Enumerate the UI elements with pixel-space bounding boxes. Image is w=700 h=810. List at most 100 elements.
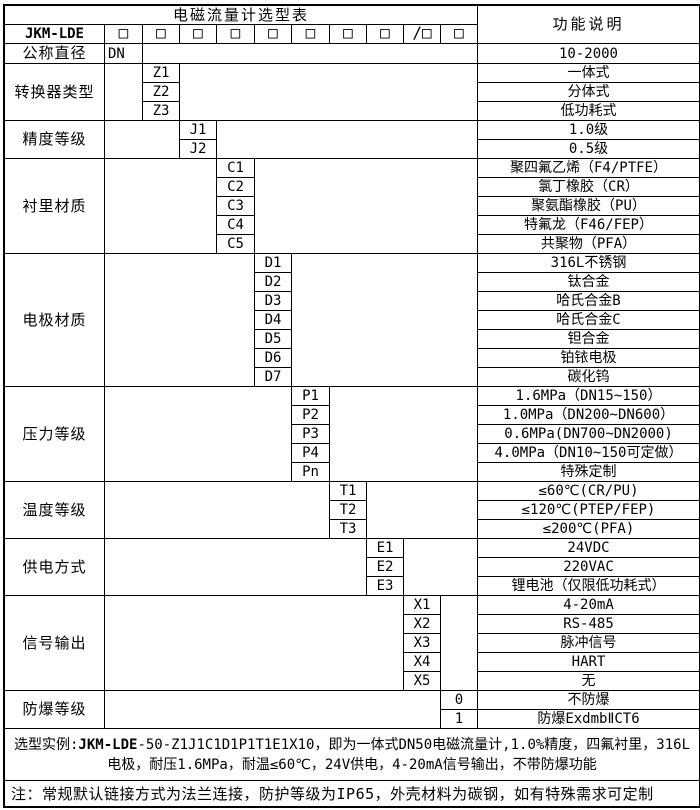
code-cell: P2 — [292, 406, 330, 425]
filler-cell — [255, 159, 478, 254]
code-cell: Z2 — [143, 83, 180, 102]
section-label: 供电方式 — [5, 539, 105, 596]
example-prefix: 选型实例: — [13, 737, 79, 753]
code-cell: 1 — [441, 710, 478, 729]
model-checkbox[interactable]: □ — [330, 25, 367, 44]
filler-cell — [217, 121, 478, 159]
selection-table: 电磁流量计选型表 功能说明 JKM-LDE □ □ □ □ □ □ □ □ /□… — [3, 4, 700, 808]
example-rest: -50-Z1J1C1D1P1T1E1X10，即为一体式DN50电磁流量计,1.0… — [107, 737, 691, 773]
function-column-header: 功能说明 — [478, 6, 699, 44]
section-label: 温度等级 — [5, 482, 105, 539]
section-label: 信号输出 — [5, 596, 105, 691]
desc-cell: 共聚物（PFA） — [478, 235, 699, 254]
filler-cell — [330, 387, 478, 482]
desc-cell: 碳化钨 — [478, 368, 699, 387]
code-cell: D2 — [255, 273, 292, 292]
model-checkbox[interactable]: □ — [217, 25, 255, 44]
desc-cell: 特氟龙（F46/FEP） — [478, 216, 699, 235]
code-cell: J2 — [180, 140, 217, 159]
filler-cell — [105, 539, 367, 596]
code-cell: X5 — [404, 672, 441, 691]
desc-cell: ≤60℃(CR/PU) — [478, 482, 699, 501]
filler-cell — [143, 44, 478, 64]
model-checkbox[interactable]: □ — [255, 25, 292, 44]
filler-cell — [105, 482, 330, 539]
code-cell: J1 — [180, 121, 217, 140]
filler-cell — [105, 387, 292, 482]
model-checkbox[interactable]: □ — [143, 25, 180, 44]
model-checkbox[interactable]: □ — [367, 25, 404, 44]
code-cell: 0 — [441, 691, 478, 710]
desc-cell: 4-20mA — [478, 596, 699, 615]
desc-cell: HART — [478, 653, 699, 672]
code-cell: D1 — [255, 254, 292, 273]
desc-cell: 聚氨酯橡胶（PU） — [478, 197, 699, 216]
desc-cell: 钛合金 — [478, 273, 699, 292]
code-cell: D6 — [255, 349, 292, 368]
model-checkbox[interactable]: □ — [292, 25, 330, 44]
section-label: 防爆等级 — [5, 691, 105, 729]
filler-cell — [105, 159, 217, 254]
code-cell: X2 — [404, 615, 441, 634]
code-cell: X1 — [404, 596, 441, 615]
desc-cell: 无 — [478, 672, 699, 691]
code-cell: T3 — [330, 520, 367, 539]
code-cell: Z3 — [143, 102, 180, 121]
filler-cell — [105, 64, 143, 121]
desc-cell: 220VAC — [478, 558, 699, 577]
code-cell: E2 — [367, 558, 404, 577]
model-checkbox[interactable]: □ — [441, 25, 478, 44]
desc-cell: 分体式 — [478, 83, 699, 102]
desc-cell: 1.6MPa（DN15~150） — [478, 387, 699, 406]
code-cell: C4 — [217, 216, 255, 235]
filler-cell — [180, 64, 478, 121]
code-cell: P1 — [292, 387, 330, 406]
code-cell: C5 — [217, 235, 255, 254]
model-prefix: JKM-LDE — [5, 25, 105, 44]
desc-cell: 脉冲信号 — [478, 634, 699, 653]
section-label: 压力等级 — [5, 387, 105, 482]
desc-cell: 铂铱电极 — [478, 349, 699, 368]
code-cell: D5 — [255, 330, 292, 349]
table-title: 电磁流量计选型表 — [5, 6, 478, 25]
section-label: 公称直径 — [5, 44, 105, 64]
section-label: 转换器类型 — [5, 64, 105, 121]
code-cell: T1 — [330, 482, 367, 501]
desc-cell: 哈氏合金C — [478, 311, 699, 330]
filler-cell — [292, 254, 478, 387]
desc-cell: ≤120℃(PTEP/FEP) — [478, 501, 699, 520]
filler-cell — [105, 596, 404, 691]
model-checkbox[interactable]: □ — [105, 25, 143, 44]
code-cell: D4 — [255, 311, 292, 330]
code-cell: X3 — [404, 634, 441, 653]
desc-cell: 10-2000 — [478, 44, 699, 64]
desc-cell: 不防爆 — [478, 691, 699, 710]
desc-cell: 防爆ExdmbⅡCT6 — [478, 710, 699, 729]
section-label: 精度等级 — [5, 121, 105, 159]
selection-example: 选型实例:JKM-LDE-50-Z1J1C1D1P1T1E1X10，即为一体式D… — [5, 729, 699, 781]
filler-cell — [441, 596, 478, 691]
desc-cell: 一体式 — [478, 64, 699, 83]
desc-cell: 24VDC — [478, 539, 699, 558]
filler-cell — [404, 539, 478, 596]
model-checkbox[interactable]: □ — [180, 25, 217, 44]
filler-cell — [367, 482, 478, 539]
code-cell: E3 — [367, 577, 404, 596]
desc-cell: 1.0级 — [478, 121, 699, 140]
desc-cell: 4.0MPa（DN10~150可定做） — [478, 444, 699, 463]
code-cell: P3 — [292, 425, 330, 444]
desc-cell: 低功耗式 — [478, 102, 699, 121]
desc-cell: 哈氏合金B — [478, 292, 699, 311]
section-label: 衬里材质 — [5, 159, 105, 254]
desc-cell: 特殊定制 — [478, 463, 699, 482]
code-cell: T2 — [330, 501, 367, 520]
desc-cell: RS-485 — [478, 615, 699, 634]
code-cell: E1 — [367, 539, 404, 558]
table-note: 注：常规默认链接方式为法兰连接，防护等级为IP65，外壳材料为碳钢，如有特殊需求… — [11, 785, 654, 803]
desc-cell: ≤200℃(PFA) — [478, 520, 699, 539]
model-checkbox-slash[interactable]: /□ — [404, 25, 441, 44]
code-cell: C3 — [217, 197, 255, 216]
code-cell: P4 — [292, 444, 330, 463]
desc-cell: 氯丁橡胶（CR） — [478, 178, 699, 197]
code-cell: X4 — [404, 653, 441, 672]
